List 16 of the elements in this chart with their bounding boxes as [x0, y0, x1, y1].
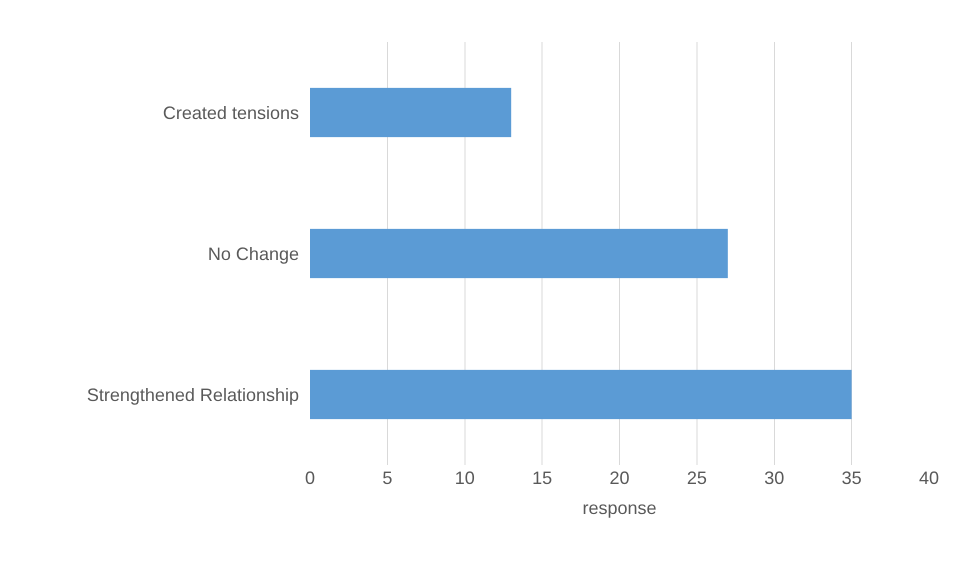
x-tick-label: 20: [609, 468, 630, 488]
x-tick-label: 30: [764, 468, 784, 488]
y-tick-label: No Change: [208, 244, 299, 264]
x-tick-label: 5: [382, 468, 392, 488]
x-tick-label: 0: [304, 468, 316, 488]
x-axis-title: response: [582, 498, 657, 518]
bar: [310, 370, 852, 420]
x-tick-label: 40: [918, 468, 940, 488]
x-tick-label: 15: [532, 468, 552, 488]
x-tick-label: 10: [454, 468, 475, 488]
bar: [310, 228, 728, 278]
bar: [310, 88, 512, 138]
y-tick-label: Strengthened Relationship: [86, 384, 299, 405]
x-tick-label: 25: [686, 468, 707, 488]
y-tick-label: Created tensions: [162, 102, 299, 123]
x-tick-label: 35: [842, 468, 862, 488]
